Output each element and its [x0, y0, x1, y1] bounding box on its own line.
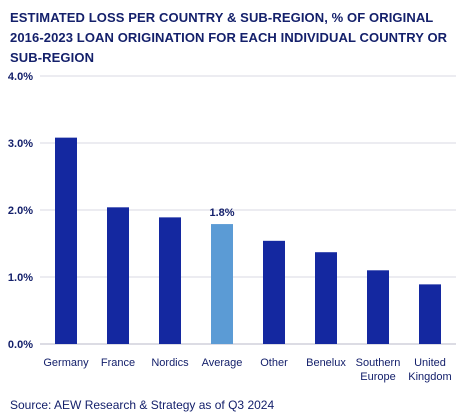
x-tick-label: Europe [360, 371, 395, 383]
x-tick-label: Kingdom [408, 371, 451, 383]
bar [315, 252, 337, 344]
y-tick-label: 0.0% [8, 339, 33, 351]
x-tick-label: Benelux [306, 357, 346, 369]
bar [159, 217, 181, 344]
bar [55, 137, 77, 344]
x-tick-label: France [101, 357, 135, 369]
y-tick-label: 1.0% [8, 272, 33, 284]
y-tick-label: 2.0% [8, 205, 33, 217]
y-tick-label: 3.0% [8, 138, 33, 150]
bar [367, 270, 389, 344]
x-tick-label: Southern [356, 357, 401, 369]
x-tick-label: United [414, 357, 446, 369]
source-note: Source: AEW Research & Strategy as of Q3… [10, 398, 275, 412]
y-tick-label: 4.0% [8, 71, 33, 83]
x-tick-label: Germany [43, 357, 89, 369]
bar [419, 284, 441, 344]
x-tick-label: Other [260, 357, 288, 369]
bar [211, 224, 233, 344]
x-tick-label: Nordics [151, 357, 189, 369]
data-label: 1.8% [209, 207, 234, 219]
x-tick-label: Average [202, 357, 243, 369]
bar [263, 240, 285, 344]
chart-title: ESTIMATED LOSS PER COUNTRY & SUB-REGION,… [10, 10, 448, 65]
bar [107, 207, 129, 344]
